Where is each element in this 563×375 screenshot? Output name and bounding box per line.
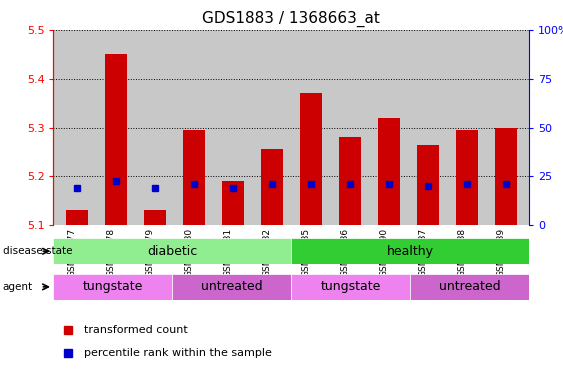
Text: untreated: untreated xyxy=(201,280,263,293)
Bar xyxy=(53,274,172,300)
Text: agent: agent xyxy=(3,282,33,292)
Bar xyxy=(183,130,204,225)
Text: healthy: healthy xyxy=(387,245,434,258)
Bar xyxy=(410,274,529,300)
Bar xyxy=(456,130,477,225)
Title: GDS1883 / 1368663_at: GDS1883 / 1368663_at xyxy=(203,11,380,27)
Text: transformed count: transformed count xyxy=(84,325,188,335)
Bar xyxy=(495,128,516,225)
Bar xyxy=(417,145,439,225)
Text: diabetic: diabetic xyxy=(148,245,198,258)
Bar xyxy=(144,210,166,225)
Bar xyxy=(105,54,127,225)
Text: untreated: untreated xyxy=(439,280,501,293)
Bar xyxy=(172,274,292,300)
Text: tungstate: tungstate xyxy=(83,280,143,293)
Bar xyxy=(292,274,410,300)
Text: percentile rank within the sample: percentile rank within the sample xyxy=(84,348,272,358)
Bar xyxy=(66,210,88,225)
Bar xyxy=(292,238,529,264)
Bar xyxy=(378,118,400,225)
Bar xyxy=(53,238,292,264)
Bar xyxy=(261,149,283,225)
Text: disease state: disease state xyxy=(3,246,72,256)
Bar xyxy=(339,137,360,225)
Bar xyxy=(300,93,321,225)
Bar xyxy=(222,181,244,225)
Text: tungstate: tungstate xyxy=(321,280,381,293)
